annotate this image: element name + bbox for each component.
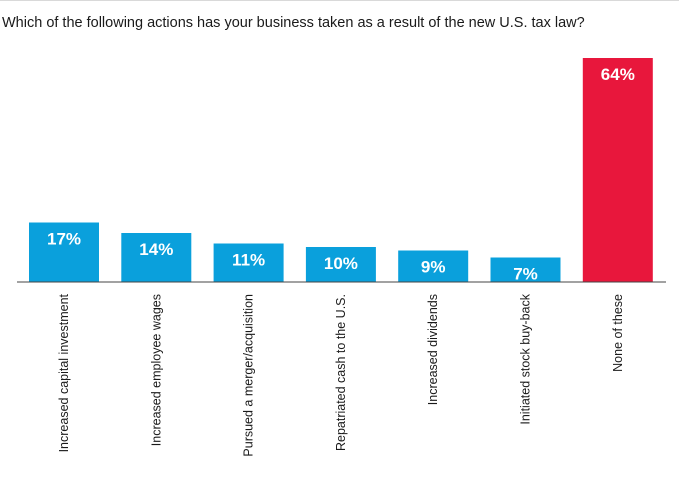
value-labels-group: 17% 14% 11% 10% 9% 7% 64% — [47, 65, 635, 284]
value-label-0: 17% — [47, 230, 81, 249]
bar-6 — [582, 58, 653, 282]
category-label-5: Initiated stock buy-back — [519, 293, 533, 424]
value-label-1: 14% — [139, 240, 173, 259]
value-label-3: 10% — [324, 254, 358, 273]
category-label-3: Repatriated cash to the U.S. — [334, 294, 348, 451]
value-label-6: 64% — [601, 65, 635, 84]
value-label-5: 7% — [513, 265, 538, 284]
bars-group — [29, 58, 653, 282]
bar-4 — [398, 250, 469, 282]
bar-0 — [29, 222, 99, 282]
value-label-2: 11% — [232, 251, 265, 270]
bar-5 — [490, 257, 561, 282]
bar-2 — [213, 243, 284, 282]
category-label-0: Increased capital investment — [57, 293, 71, 452]
category-label-6: None of these — [611, 294, 625, 372]
top-rule — [0, 0, 679, 1]
category-label-4: Increased dividends — [426, 294, 440, 405]
value-label-4: 9% — [421, 258, 446, 277]
category-label-2: Pursued a merger/acquisition — [242, 294, 256, 457]
bar-3 — [305, 247, 376, 282]
chart-title: Which of the following actions has your … — [2, 15, 585, 31]
category-labels-group: Increased capital investment Increased em… — [57, 293, 625, 456]
bar-1 — [121, 233, 192, 282]
category-label-1: Increased employee wages — [149, 294, 163, 446]
